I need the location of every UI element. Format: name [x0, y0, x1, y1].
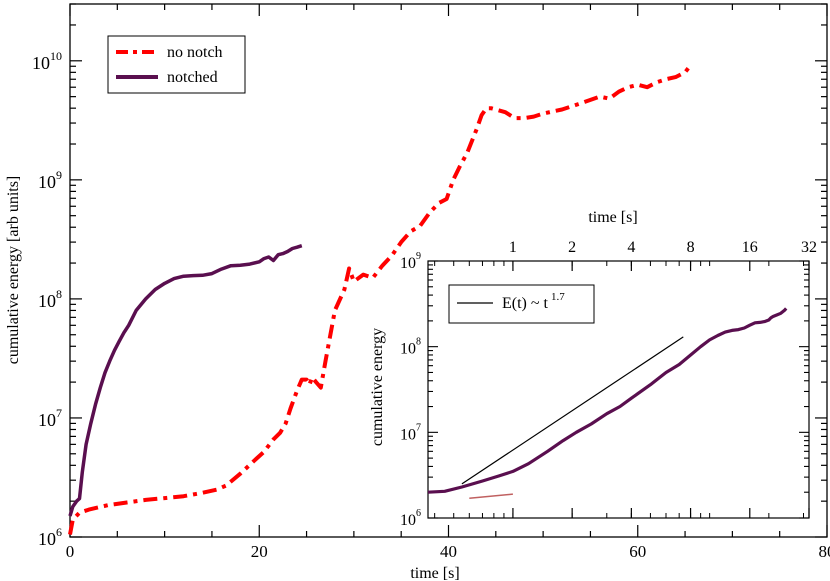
inset-chart: 1 2 4 8 16 32 106 107 108 109 time [s] cumulativ…: [369, 209, 817, 529]
inset-x-tick-label: 1: [509, 239, 517, 256]
inset-legend: E(t) ~ t 1.7: [448, 284, 595, 324]
main-y-tick-label: 106: [38, 525, 62, 549]
series-line-no-notch: [68, 64, 692, 535]
inset-x-axis-label: time [s]: [588, 209, 637, 226]
inset-series-line-small-segment: [469, 493, 513, 500]
main-x-tick-label: 60: [629, 542, 646, 561]
inset-legend-label: E(t) ~ t 1.7: [502, 291, 565, 312]
inset-x-tick-label: 16: [742, 239, 758, 256]
main-x-tick-label: 80: [819, 542, 830, 561]
inset-y-tick-label: 106: [400, 508, 421, 529]
inset-y-tick-label: 109: [400, 251, 421, 272]
inset-series-line-notched: [427, 307, 788, 494]
main-y-tick-label: 107: [38, 406, 62, 430]
inset-x-tick-label: 32: [801, 239, 817, 256]
inset-x-tick-label: 8: [687, 239, 695, 256]
inset-x-tick-label: 2: [568, 239, 576, 256]
main-x-axis-label: time [s]: [410, 565, 459, 581]
inset-plot-frame: [427, 260, 810, 519]
series-line-notched: [68, 244, 303, 517]
inset-legend-box: [448, 284, 595, 324]
inset-legend-exponent: 1.7: [551, 291, 565, 303]
main-x-tick-label: 20: [251, 542, 268, 561]
main-y-tick-label: 109: [38, 168, 62, 192]
main-series: [68, 64, 692, 535]
inset-series-line-E-t-t-1-7: [461, 336, 684, 485]
main-y-tick-label: 108: [38, 287, 62, 311]
inset-y-ticks: 106 107 108 109: [400, 251, 809, 529]
inset-x-tick-label: 4: [627, 239, 635, 256]
inset-series: [427, 307, 788, 500]
inset-y-tick-label: 108: [400, 337, 421, 358]
legend-label-no-notch: no notch: [167, 44, 223, 61]
inset-y-axis-label: cumulative energy: [369, 328, 386, 446]
main-x-tick-label: 40: [440, 542, 457, 561]
main-legend-box: [107, 35, 246, 94]
main-y-axis-label: cumulative energy [arb units]: [5, 176, 22, 365]
main-legend: no notch notched: [107, 35, 246, 94]
inset-y-tick-label: 107: [400, 422, 421, 443]
main-x-ticks: 0 20 40 60 80: [66, 4, 830, 561]
legend-label-notched: notched: [167, 69, 218, 86]
main-x-tick-label: 0: [66, 542, 75, 561]
main-y-tick-label: 1010: [32, 49, 62, 73]
main-chart: 0 20 40 60 80 106 107 108 109 1010 time [s] cumu…: [5, 3, 830, 581]
main-y-ticks: 106 107 108 109 1010: [32, 3, 827, 549]
inset-x-ticks: 1 2 4 8 16 32: [434, 239, 817, 518]
